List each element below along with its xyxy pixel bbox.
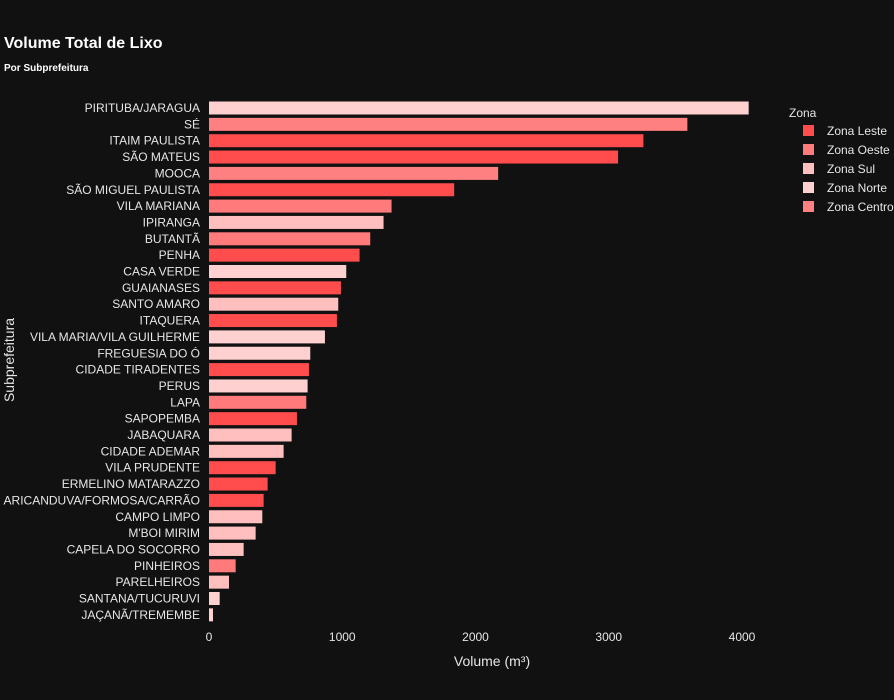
y-tick-label: SANTANA/TUCURUVI <box>79 592 200 606</box>
bar <box>209 575 229 589</box>
bar <box>209 542 244 556</box>
bar <box>209 265 347 278</box>
bar <box>209 428 292 442</box>
legend-label: Zona Centro <box>827 200 894 214</box>
legend-swatch <box>803 201 814 212</box>
legend-label: Zona Oeste <box>827 143 890 157</box>
y-tick-label: MOOCA <box>155 166 200 180</box>
y-tick-label: VILA PRUDENTE <box>105 461 200 475</box>
bar <box>209 314 337 328</box>
y-tick-label: PERUS <box>159 379 200 393</box>
legend-item[interactable]: Zona Norte <box>803 181 887 195</box>
y-tick-label: PIRITUBA/JARAGUA <box>85 101 200 115</box>
y-tick-label: SÃO MIGUEL PAULISTA <box>66 183 200 197</box>
y-tick-label: PENHA <box>159 248 200 262</box>
legend-swatch <box>803 182 814 193</box>
bar <box>209 461 276 475</box>
legend-label: Zona Leste <box>827 124 887 138</box>
y-tick-label: SÉ <box>184 116 200 131</box>
x-tick-label: 0 <box>206 630 213 644</box>
legend-item[interactable]: Zona Leste <box>803 124 887 138</box>
bar <box>209 608 213 622</box>
y-tick-label: ERMELINO MATARAZZO <box>62 477 200 491</box>
y-tick-label: CIDADE ADEMAR <box>101 444 201 458</box>
bar <box>209 297 339 311</box>
y-tick-label: SANTO AMARO <box>112 297 200 311</box>
bar <box>209 248 360 262</box>
legend-swatch <box>803 125 814 136</box>
bar <box>209 330 325 344</box>
legend-swatch <box>803 163 814 174</box>
legend: Zona Zona Leste Zona Oeste Zona Sul Zona No… <box>789 106 894 214</box>
legend-title: Zona <box>789 106 817 120</box>
y-tick-label: M'BOI MIRIM <box>128 526 200 540</box>
bar <box>209 232 371 246</box>
y-tick-label: PARELHEIROS <box>116 575 200 589</box>
y-tick-label: SÃO MATEUS <box>122 150 200 164</box>
bar <box>209 281 341 295</box>
chart-title: Volume Total de Lixo <box>4 35 163 52</box>
y-tick-label: CASA VERDE <box>123 265 200 279</box>
bar <box>209 150 619 164</box>
y-tick-label: IPIRANGA <box>143 215 200 229</box>
y-tick-label: JABAQUARA <box>127 428 200 442</box>
bar <box>209 412 297 426</box>
y-tick-label: CIDADE TIRADENTES <box>76 363 200 377</box>
bar <box>209 379 308 393</box>
y-tick-label: VILA MARIANA <box>117 199 200 213</box>
y-tick-label: ITAQUERA <box>140 314 200 328</box>
legend-item[interactable]: Zona Centro <box>803 200 894 214</box>
legend-label: Zona Sul <box>827 162 875 176</box>
legend-item[interactable]: Zona Sul <box>803 162 875 176</box>
bars-layer <box>209 101 749 622</box>
bar <box>209 510 263 524</box>
y-tick-label: PINHEIROS <box>134 559 200 573</box>
y-tick-label: GUAIANASES <box>122 281 200 295</box>
bar <box>209 134 644 148</box>
chart-subtitle: Por Subprefeitura <box>4 63 89 74</box>
x-tick-label: 3000 <box>595 630 622 644</box>
legend-items: Zona Leste Zona Oeste Zona Sul Zona Norte Zo… <box>803 124 894 214</box>
y-tick-label: SAPOPEMBA <box>125 412 200 426</box>
legend-swatch <box>803 144 814 155</box>
legend-item[interactable]: Zona Oeste <box>803 143 890 157</box>
y-tick-label: ARICANDUVA/FORMOSA/CARRÃO <box>4 493 200 507</box>
bar <box>209 526 256 540</box>
bar <box>209 117 688 131</box>
x-axis-title: Volume (m³) <box>454 653 530 669</box>
x-tick-labels: 0 1000 2000 3000 4000 <box>206 630 756 644</box>
y-tick-label: CAMPO LIMPO <box>115 510 200 524</box>
bar <box>209 363 309 377</box>
y-tick-label: ITAIM PAULISTA <box>109 134 200 148</box>
bar <box>209 166 499 180</box>
y-axis-title: Subprefeitura <box>1 318 17 402</box>
x-tick-label: 2000 <box>462 630 489 644</box>
bar <box>209 559 236 573</box>
y-tick-label: VILA MARIA/VILA GUILHERME <box>30 330 200 344</box>
y-tick-label: LAPA <box>170 395 200 409</box>
legend-label: Zona Norte <box>827 181 887 195</box>
y-tick-label: FREGUESIA DO Ó <box>97 345 200 360</box>
bar <box>209 183 455 197</box>
bar <box>209 477 268 491</box>
x-tick-label: 1000 <box>329 630 356 644</box>
bar <box>209 346 311 360</box>
y-tick-label: BUTANTÃ <box>145 232 200 246</box>
bar <box>209 493 264 507</box>
bar <box>209 215 384 229</box>
bar <box>209 592 220 605</box>
bar <box>209 395 307 409</box>
bar <box>209 199 392 213</box>
x-tick-label: 4000 <box>729 630 756 644</box>
y-tick-label: JAÇANÃ/TREMEMBE <box>81 608 200 622</box>
y-tick-label: CAPELA DO SOCORRO <box>67 542 200 556</box>
bar <box>209 444 284 458</box>
bar <box>209 101 749 115</box>
